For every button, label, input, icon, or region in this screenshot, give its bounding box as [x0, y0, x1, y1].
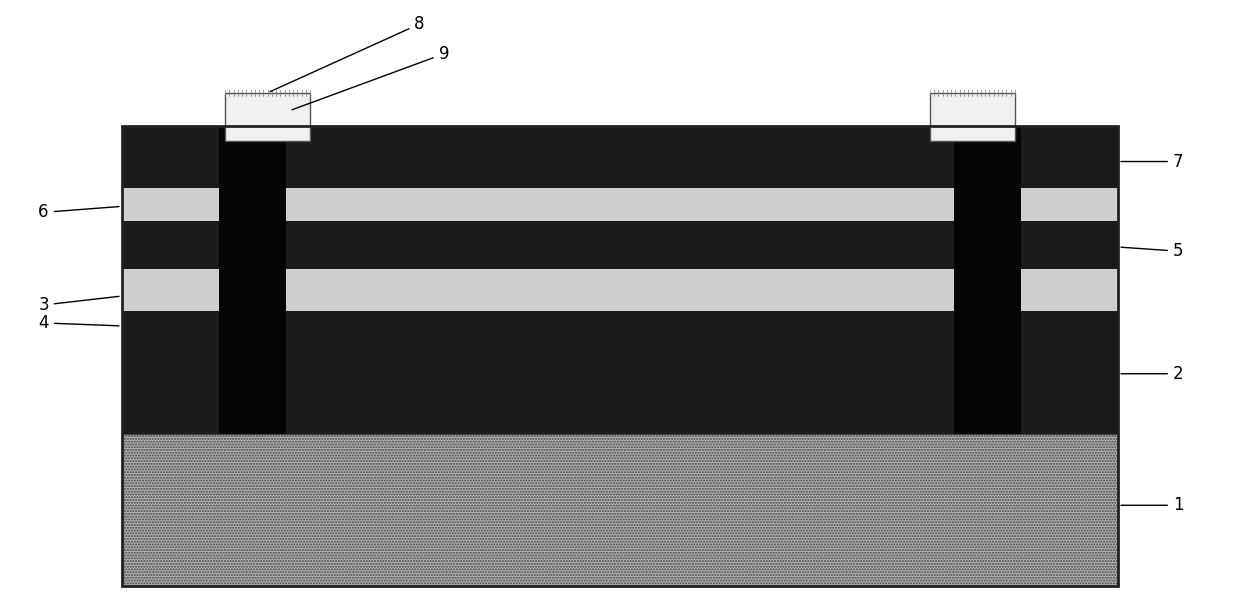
Text: 9: 9 [293, 45, 449, 110]
Text: 2: 2 [1121, 365, 1183, 382]
Bar [224, 93, 310, 141]
Bar [219, 126, 285, 434]
Bar [930, 93, 1014, 141]
Bar [122, 126, 1118, 192]
Bar [122, 126, 1118, 586]
Bar [122, 311, 1118, 434]
Text: 1: 1 [1121, 497, 1183, 514]
Bar [122, 188, 1118, 224]
Text: 5: 5 [1121, 242, 1183, 260]
Text: 4: 4 [38, 314, 119, 332]
Bar [122, 221, 1118, 272]
Bar [122, 434, 1118, 586]
Text: 7: 7 [1121, 152, 1183, 171]
Text: 3: 3 [38, 296, 119, 314]
Bar [954, 126, 1021, 434]
Bar [122, 269, 1118, 314]
Text: 6: 6 [38, 203, 119, 221]
Text: 8: 8 [270, 15, 425, 92]
